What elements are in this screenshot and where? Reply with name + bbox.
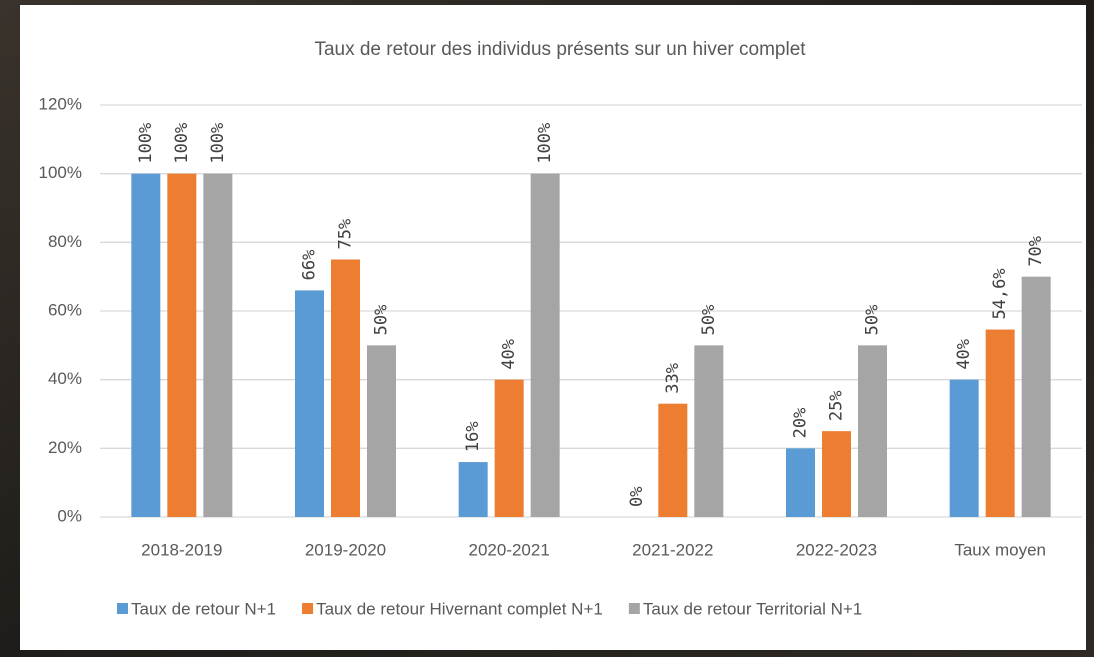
legend-label: Taux de retour N+1	[131, 599, 276, 618]
bar	[985, 329, 1015, 517]
value-label: 40%	[499, 339, 519, 370]
value-label: 16%	[463, 421, 483, 452]
y-tick-label: 80%	[48, 232, 82, 251]
bar	[822, 431, 851, 517]
value-label: 75%	[336, 219, 356, 250]
bar	[949, 379, 979, 517]
bar	[295, 290, 324, 517]
bar	[658, 403, 688, 517]
bar	[494, 379, 524, 517]
value-label: 100%	[136, 123, 156, 164]
value-label: 33%	[663, 363, 683, 394]
value-label: 50%	[699, 305, 719, 336]
x-tick-label: 2020-2021	[469, 540, 550, 559]
bar	[167, 173, 197, 517]
bar	[858, 345, 887, 517]
x-tick-label: Taux moyen	[954, 540, 1046, 559]
value-label: 100%	[172, 123, 192, 164]
value-label: 70%	[1026, 236, 1046, 267]
x-tick-label: 2022-2023	[796, 540, 877, 559]
y-tick-label: 120%	[39, 94, 82, 113]
y-tick-label: 40%	[48, 369, 82, 388]
value-label: 50%	[863, 305, 883, 336]
bar	[331, 259, 360, 517]
value-label: 50%	[372, 305, 392, 336]
value-label: 40%	[954, 339, 974, 370]
bar	[530, 173, 560, 517]
y-tick-label: 100%	[39, 163, 82, 182]
bar	[694, 345, 724, 517]
value-label: 25%	[827, 390, 847, 421]
x-tick-label: 2018-2019	[141, 540, 222, 559]
x-tick-label: 2019-2020	[305, 540, 386, 559]
chart-title: Taux de retour des individus présents su…	[314, 39, 806, 60]
y-tick-label: 20%	[48, 438, 82, 457]
legend-swatch	[628, 603, 640, 614]
legend-swatch	[117, 603, 128, 614]
bar	[203, 173, 233, 517]
legend-label: Taux de retour Hivernant complet N+1	[316, 599, 603, 618]
legend-label: Taux de retour Territorial N+1	[643, 599, 862, 618]
value-label: 0%	[627, 487, 647, 507]
bar	[786, 448, 815, 517]
bar	[131, 173, 161, 517]
value-label: 54,6%	[990, 268, 1010, 319]
y-tick-label: 0%	[57, 506, 82, 525]
bar	[458, 462, 488, 517]
bar	[1021, 276, 1051, 517]
x-tick-label: 2021-2022	[632, 540, 713, 559]
y-tick-label: 60%	[48, 300, 82, 319]
value-label: 100%	[208, 123, 228, 164]
bar	[367, 345, 396, 517]
value-label: 100%	[535, 123, 555, 164]
value-label: 66%	[300, 250, 320, 281]
legend-swatch	[302, 603, 314, 614]
value-label: 20%	[791, 408, 811, 439]
